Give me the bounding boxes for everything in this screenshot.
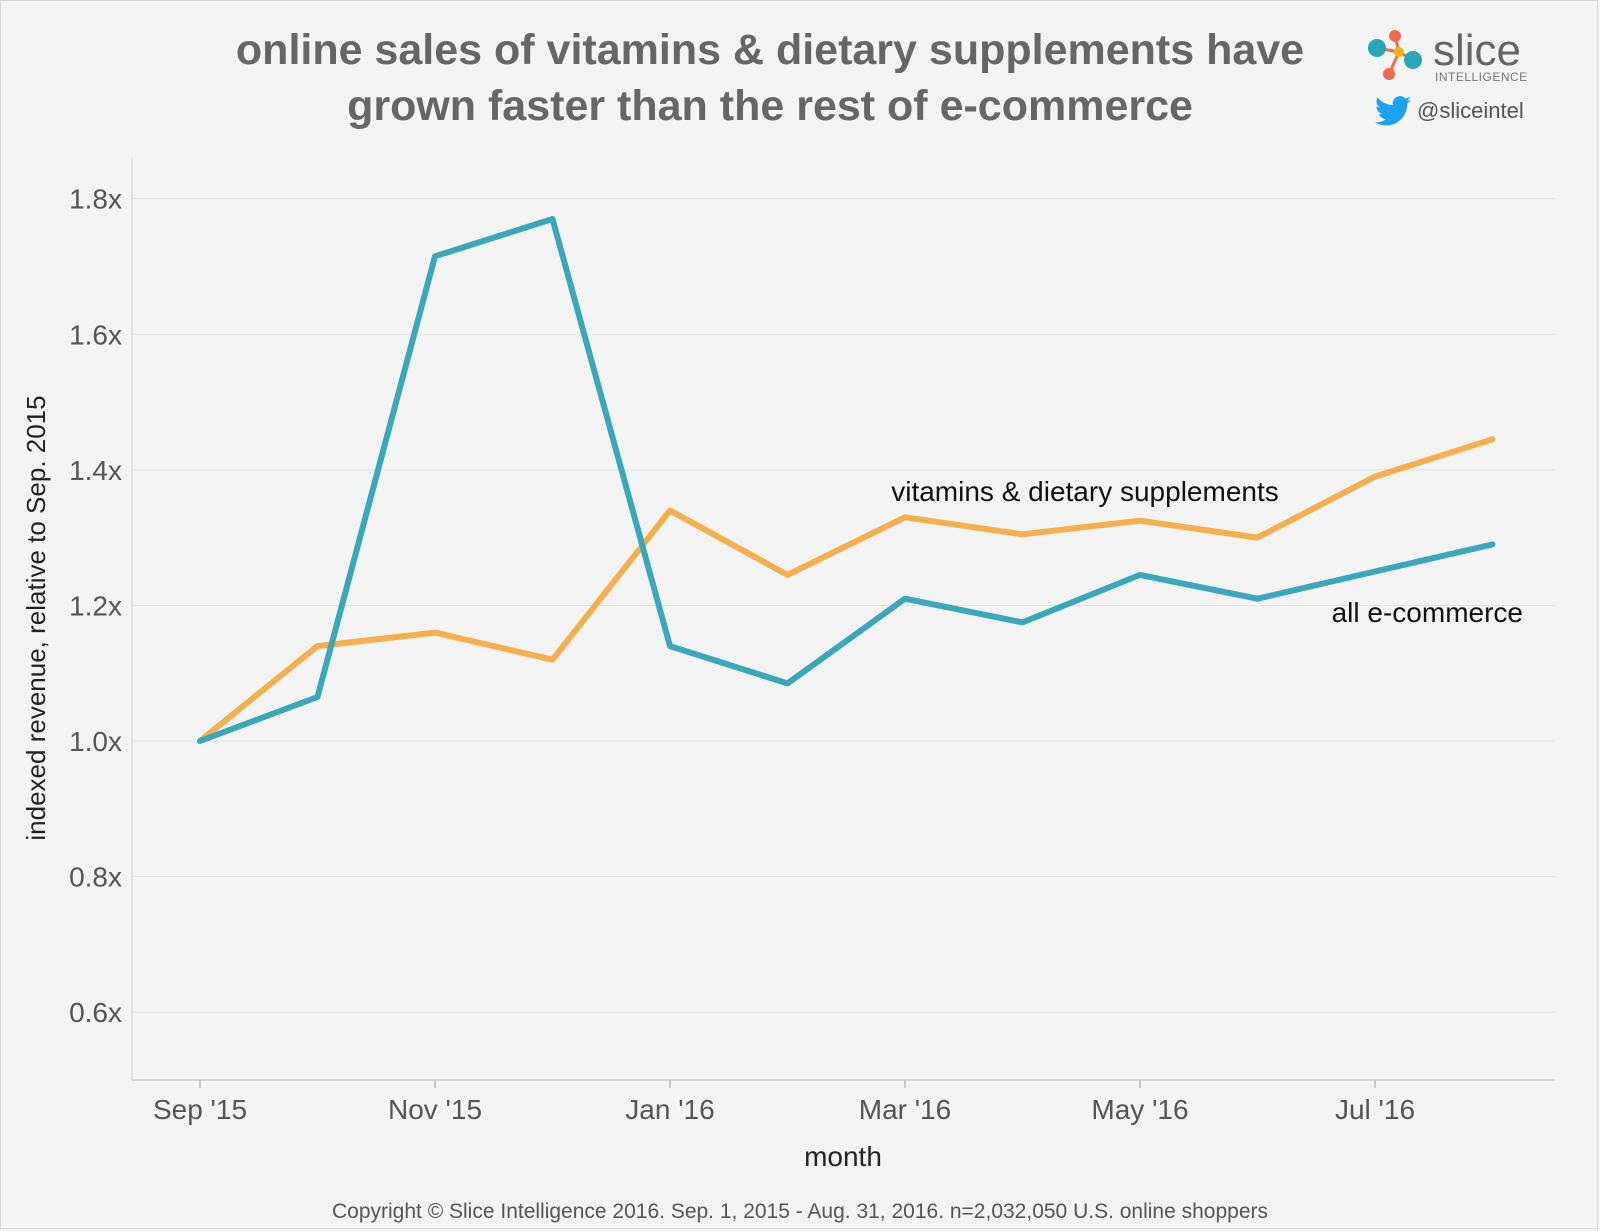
x-tick-label: Sep '15 (153, 1094, 247, 1125)
all-ecommerce-series-line (197, 216, 1496, 744)
y-tick-label: 1.8x (69, 184, 122, 215)
twitter-bird-icon (1375, 96, 1411, 126)
series-label-all-ecommerce: all e-commerce (1332, 597, 1523, 628)
copyright-footer: Copyright © Slice Intelligence 2016. Sep… (331, 1200, 1269, 1223)
x-tick-label: Mar '16 (859, 1094, 952, 1125)
x-axis-title: month (804, 1141, 882, 1172)
line-chart: 0.6x 0.8x 1.0x 1.2x 1.4x 1.6x 1.8x Sep '15 Nov '… (21, 158, 1555, 1172)
brand-block: slice INTELLIGENCE @sliceintel (1365, 26, 1545, 128)
slice-logo-icon (1368, 30, 1422, 80)
y-tick-label: 1.6x (69, 319, 122, 350)
y-tick-label: 0.6x (69, 997, 122, 1028)
vitamins-series-line (197, 436, 1496, 744)
y-tick-label: 1.0x (69, 726, 122, 757)
chart-title-line-2: grown faster than the rest of e-commerce (347, 82, 1193, 130)
x-tick-label: May '16 (1091, 1094, 1188, 1125)
y-tick-label: 1.2x (69, 590, 122, 621)
x-tick-label: Nov '15 (388, 1094, 482, 1125)
twitter-handle: @sliceintel (1417, 98, 1524, 123)
series-label-vitamins: vitamins & dietary supplements (891, 476, 1279, 507)
brand-subtitle: INTELLIGENCE (1435, 70, 1528, 84)
y-tick-label: 0.8x (69, 862, 122, 893)
brand-name: slice (1433, 26, 1522, 75)
y-tick-label: 1.4x (69, 455, 122, 486)
chart-title-line-1: online sales of vitamins & dietary suppl… (235, 26, 1305, 74)
x-tick-label: Jul '16 (1335, 1094, 1415, 1125)
y-axis-title: indexed revenue, relative to Sep. 2015 (21, 395, 51, 840)
plot-background (132, 158, 1555, 1080)
chart-title: online sales of vitamins & dietary suppl… (160, 22, 1380, 134)
x-tick-label: Jan '16 (625, 1094, 714, 1125)
